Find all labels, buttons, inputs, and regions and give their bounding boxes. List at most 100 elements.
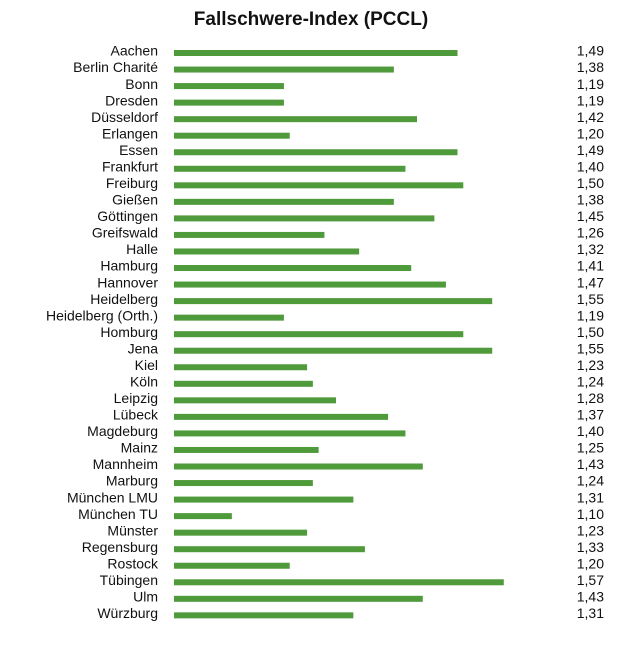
bar bbox=[174, 165, 406, 172]
category-label: Bonn bbox=[125, 76, 158, 92]
bar bbox=[174, 562, 290, 569]
value-label: 1,23 bbox=[577, 522, 604, 538]
category-label: Hamburg bbox=[100, 258, 158, 274]
value-label: 1,47 bbox=[577, 274, 604, 290]
value-label: 1,31 bbox=[577, 605, 604, 621]
value-label: 1,19 bbox=[577, 92, 604, 108]
bar bbox=[174, 380, 313, 387]
value-label: 1,41 bbox=[577, 258, 604, 274]
category-label: Rostock bbox=[107, 555, 159, 571]
category-label: Heidelberg bbox=[90, 291, 158, 307]
value-label: 1,19 bbox=[577, 307, 604, 323]
category-label: Greifswald bbox=[92, 225, 158, 241]
category-label: Essen bbox=[119, 142, 158, 158]
category-label: München TU bbox=[78, 506, 158, 522]
value-label: 1,26 bbox=[577, 225, 604, 241]
bar bbox=[174, 182, 464, 189]
value-label: 1,23 bbox=[577, 357, 604, 373]
category-label: Freiburg bbox=[106, 175, 158, 191]
bar bbox=[174, 314, 284, 321]
category-label: Marburg bbox=[106, 473, 158, 489]
bar bbox=[174, 579, 504, 586]
value-label: 1,38 bbox=[577, 59, 604, 75]
category-label: Erlangen bbox=[102, 125, 158, 141]
value-label: 1,55 bbox=[577, 291, 604, 307]
bar bbox=[174, 50, 458, 56]
value-label: 1,57 bbox=[577, 572, 604, 588]
value-label: 1,37 bbox=[577, 407, 604, 423]
value-label: 1,19 bbox=[577, 76, 604, 92]
category-label: Tübingen bbox=[100, 572, 158, 588]
value-label: 1,55 bbox=[577, 340, 604, 356]
category-label: Magdeburg bbox=[87, 423, 158, 439]
value-label: 1,20 bbox=[577, 555, 604, 571]
category-label: Halle bbox=[126, 241, 158, 257]
bar bbox=[174, 116, 417, 123]
category-label: Kiel bbox=[135, 357, 158, 373]
bar bbox=[174, 463, 423, 470]
category-label: Regensburg bbox=[82, 539, 158, 555]
bar bbox=[174, 231, 325, 238]
value-label: 1,40 bbox=[577, 158, 604, 174]
bar bbox=[174, 248, 360, 255]
value-label: 1,43 bbox=[577, 456, 604, 472]
bar bbox=[174, 132, 290, 139]
bar bbox=[174, 397, 336, 404]
bar bbox=[174, 364, 308, 371]
bar bbox=[174, 298, 493, 305]
category-label: Frankfurt bbox=[102, 158, 158, 174]
value-label: 1,49 bbox=[577, 43, 604, 59]
bar bbox=[174, 83, 284, 90]
bar bbox=[174, 446, 319, 453]
bar bbox=[174, 595, 423, 602]
value-label: 1,49 bbox=[577, 142, 604, 158]
category-label: Hannover bbox=[97, 274, 158, 290]
value-label: 1,42 bbox=[577, 109, 604, 125]
category-label: Mainz bbox=[121, 440, 158, 456]
category-label: Homburg bbox=[100, 324, 158, 340]
value-label: 1,40 bbox=[577, 423, 604, 439]
value-label: 1,38 bbox=[577, 192, 604, 208]
value-label: 1,32 bbox=[577, 241, 604, 257]
category-label: Heidelberg (Orth.) bbox=[46, 307, 158, 323]
value-label: 1,50 bbox=[577, 324, 604, 340]
bar bbox=[174, 215, 435, 222]
value-label: 1,10 bbox=[577, 506, 604, 522]
category-label: Aachen bbox=[111, 43, 158, 59]
bar bbox=[174, 66, 394, 73]
bar bbox=[174, 281, 446, 288]
bar bbox=[174, 149, 458, 156]
bar bbox=[174, 198, 394, 205]
category-label: Gießen bbox=[112, 192, 158, 208]
bar bbox=[174, 480, 313, 487]
value-label: 1,20 bbox=[577, 125, 604, 141]
value-label: 1,50 bbox=[577, 175, 604, 191]
category-label: Würzburg bbox=[97, 605, 158, 621]
bar bbox=[174, 347, 493, 354]
category-label: Leipzig bbox=[114, 390, 158, 406]
bar bbox=[174, 546, 365, 553]
category-label: Göttingen bbox=[97, 208, 158, 224]
bar bbox=[174, 413, 389, 420]
category-label: Lübeck bbox=[113, 407, 159, 423]
bar bbox=[174, 430, 406, 437]
bar bbox=[174, 99, 284, 106]
category-label: Jena bbox=[128, 340, 159, 356]
value-label: 1,24 bbox=[577, 374, 604, 390]
category-label: Münster bbox=[107, 522, 158, 538]
category-label: Ulm bbox=[133, 589, 158, 605]
bar bbox=[174, 513, 232, 520]
bar bbox=[174, 529, 308, 536]
category-label: Düsseldorf bbox=[91, 109, 158, 125]
value-label: 1,45 bbox=[577, 208, 604, 224]
category-label: Berlin Charité bbox=[73, 59, 158, 75]
chart-title: Fallschwere-Index (PCCL) bbox=[194, 9, 428, 30]
category-label: Mannheim bbox=[93, 456, 158, 472]
bar bbox=[174, 331, 464, 338]
value-label: 1,24 bbox=[577, 473, 604, 489]
value-label: 1,28 bbox=[577, 390, 604, 406]
value-label: 1,33 bbox=[577, 539, 604, 555]
value-label: 1,43 bbox=[577, 589, 604, 605]
bar bbox=[174, 612, 354, 619]
